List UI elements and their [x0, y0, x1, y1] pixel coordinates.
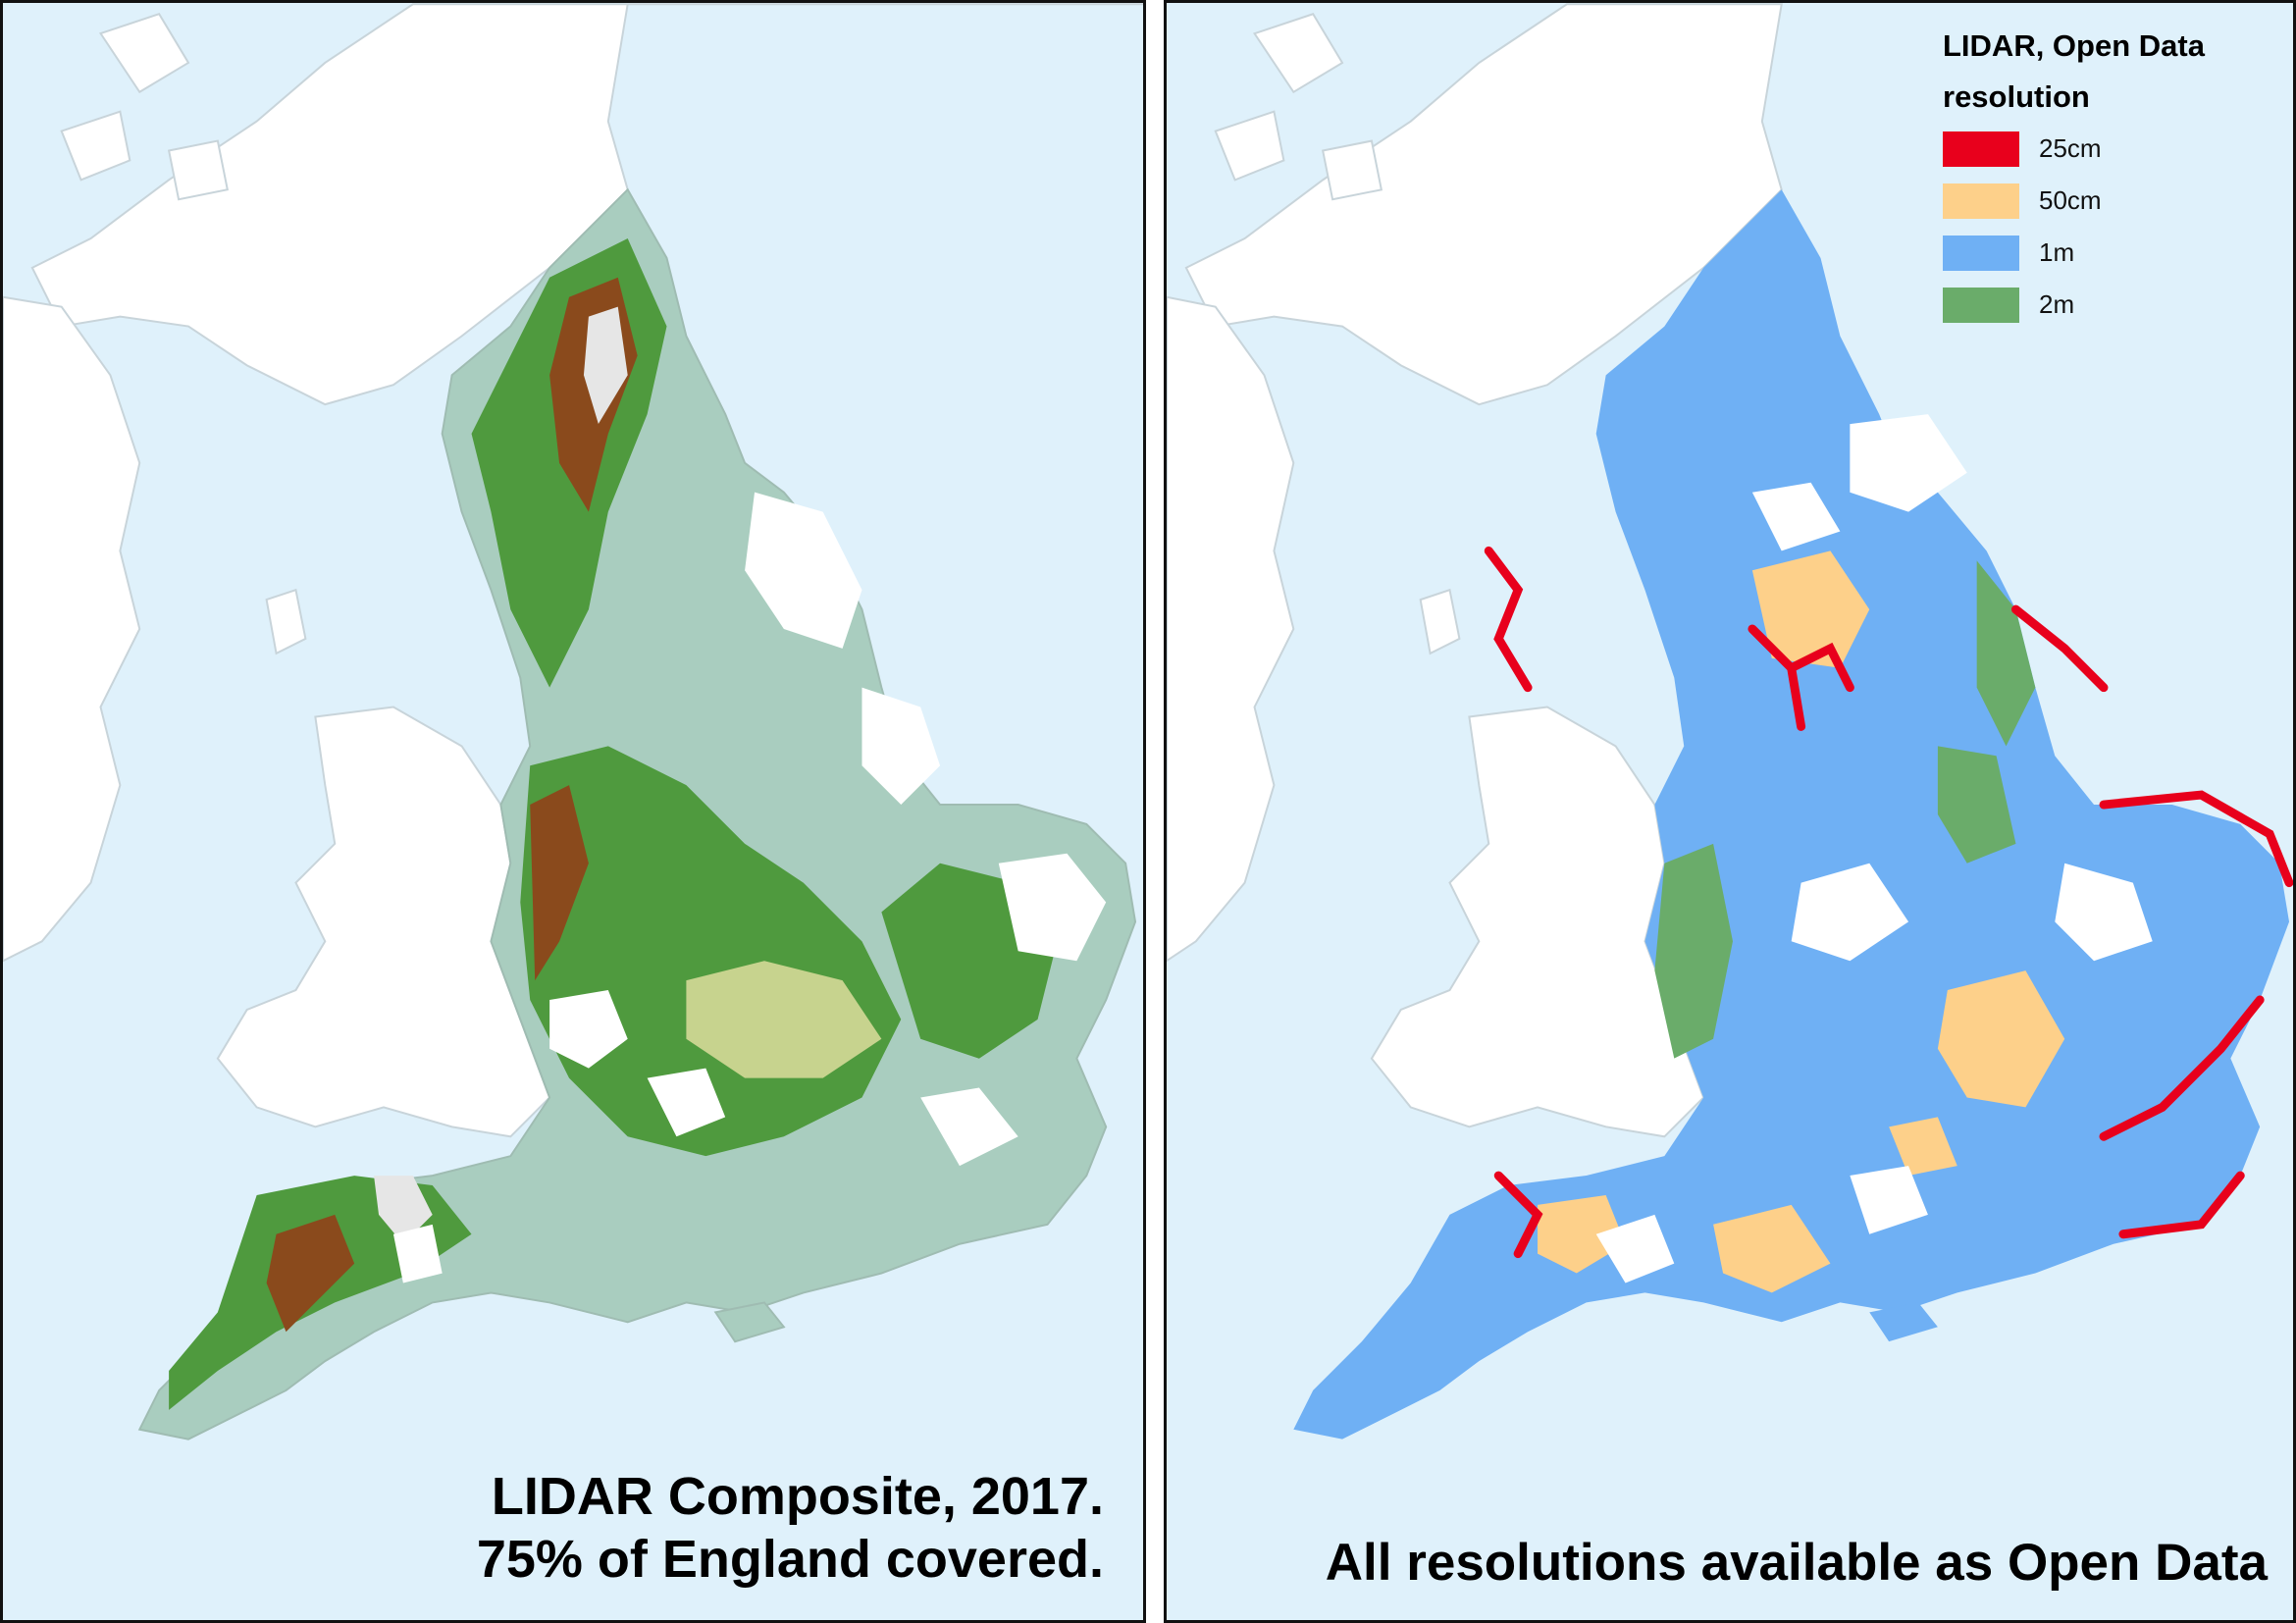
coverage-gaps	[1595, 414, 2153, 1283]
legend-label: 50cm	[2039, 185, 2102, 215]
legend-swatch-25cm	[1943, 131, 2019, 167]
legend-label: 25cm	[2039, 133, 2102, 163]
isle-of-man	[265, 588, 307, 655]
legend-label: 1m	[2039, 237, 2075, 267]
legend-item-25cm: 25cm	[1943, 123, 2271, 175]
legend-swatch-1m	[1943, 235, 2019, 271]
isle-of-man	[1419, 588, 1461, 655]
scotland-landmass	[1184, 3, 1783, 406]
legend-label: 2m	[2039, 289, 2075, 319]
legend-title-line-1: LIDAR, Open Data	[1943, 28, 2205, 63]
map-caption: LIDAR Composite, 2017. 75% of England co…	[477, 1465, 1104, 1591]
caption-line-1: LIDAR Composite, 2017.	[491, 1467, 1104, 1526]
resolution-map-panel: LIDAR, Open Data resolution 25cm 50cm 1m…	[1164, 0, 2296, 1623]
coverage-2m	[1654, 560, 2036, 1059]
legend-title-line-2: resolution	[1943, 79, 2090, 114]
lidar-composite-map-panel: LIDAR Composite, 2017. 75% of England co…	[0, 0, 1146, 1623]
wales-landmass	[1370, 706, 1705, 1138]
lidar-resolution-map	[1167, 3, 2293, 1440]
resolution-legend: LIDAR, Open Data resolution 25cm 50cm 1m…	[1943, 21, 2271, 331]
isle-of-wight	[1869, 1302, 1938, 1342]
legend-swatch-50cm	[1943, 183, 2019, 219]
coverage-50cm	[1538, 550, 2065, 1293]
isle-of-wight	[713, 1301, 786, 1343]
lidar-composite-map	[3, 3, 1143, 1440]
map-caption: All resolutions available as Open Data	[1325, 1534, 2268, 1592]
legend-item-2m: 2m	[1943, 279, 2271, 331]
caption-line-2: 75% of England covered.	[476, 1530, 1104, 1589]
coverage-gaps	[392, 492, 1107, 1283]
coverage-25cm	[1484, 546, 2293, 1259]
scotland-islands	[1214, 13, 1383, 201]
england-coverage-1m	[1293, 189, 2290, 1440]
legend-swatch-2m	[1943, 287, 2019, 323]
legend-item-1m: 1m	[1943, 227, 2271, 279]
ireland-landmass	[1167, 295, 1295, 963]
scotland-islands	[60, 13, 229, 201]
legend-item-50cm: 50cm	[1943, 175, 2271, 227]
ireland-landmass	[3, 295, 141, 963]
